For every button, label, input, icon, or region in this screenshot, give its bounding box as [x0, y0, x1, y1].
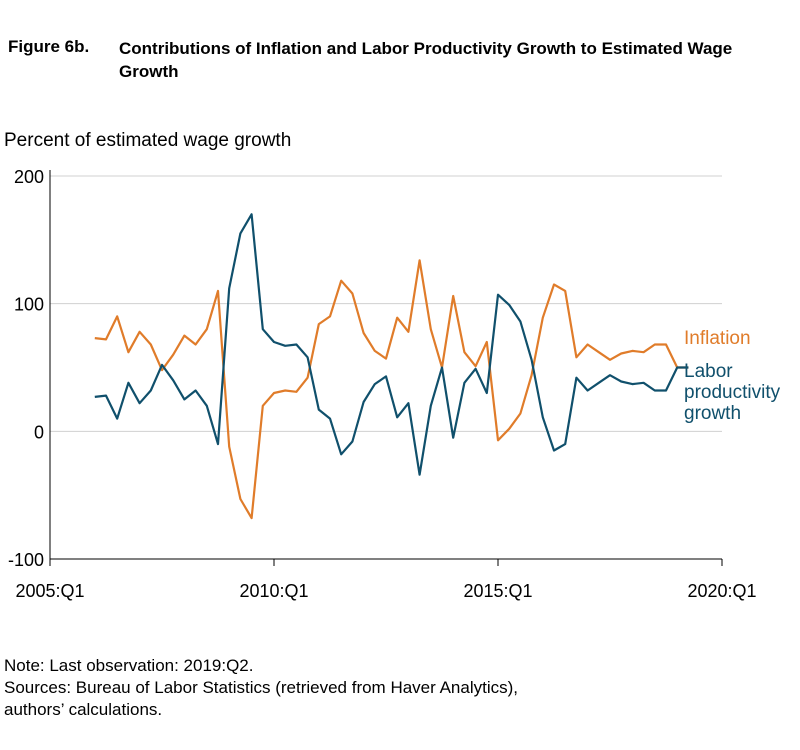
x-tick-label: 2010:Q1 — [239, 581, 308, 601]
x-tick-label: 2005:Q1 — [15, 581, 84, 601]
gridlines — [50, 175, 722, 432]
series-label-labor-productivity: productivity — [684, 382, 781, 403]
sources-line-continued: authors’ calculations. — [4, 700, 163, 719]
axes — [49, 170, 723, 566]
sources-line: Sources: Bureau of Labor Statistics (ret… — [4, 678, 518, 697]
series-lines — [94, 213, 689, 520]
y-tick-label: 0 — [34, 422, 44, 442]
y-axis-label: Percent of estimated wage growth — [4, 130, 292, 151]
series-line-inflation — [94, 259, 689, 520]
series-label-labor-productivity: growth — [684, 403, 741, 424]
notes: Note: Last observation: 2019:Q2. Sources… — [4, 655, 518, 721]
series-label-inflation: Inflation — [684, 328, 751, 349]
y-tick-label: 200 — [14, 167, 44, 187]
x-tick-label: 2020:Q1 — [687, 581, 756, 601]
series-label-labor-productivity: Labor — [684, 361, 733, 382]
y-tick-label: 100 — [14, 295, 44, 315]
tick-labels: 200 100 0 -100 2005:Q1 2010:Q1 2015:Q1 2020:Q1 — [8, 167, 757, 601]
y-tick-label: -100 — [8, 550, 44, 570]
figure-title: Contributions of Inflation and Labor Pro… — [119, 39, 733, 81]
figure-label: Figure 6b. — [8, 37, 90, 56]
series-line-labor-productivity-growth — [94, 213, 689, 476]
x-tick-label: 2015:Q1 — [463, 581, 532, 601]
note-line: Note: Last observation: 2019:Q2. — [4, 656, 254, 675]
